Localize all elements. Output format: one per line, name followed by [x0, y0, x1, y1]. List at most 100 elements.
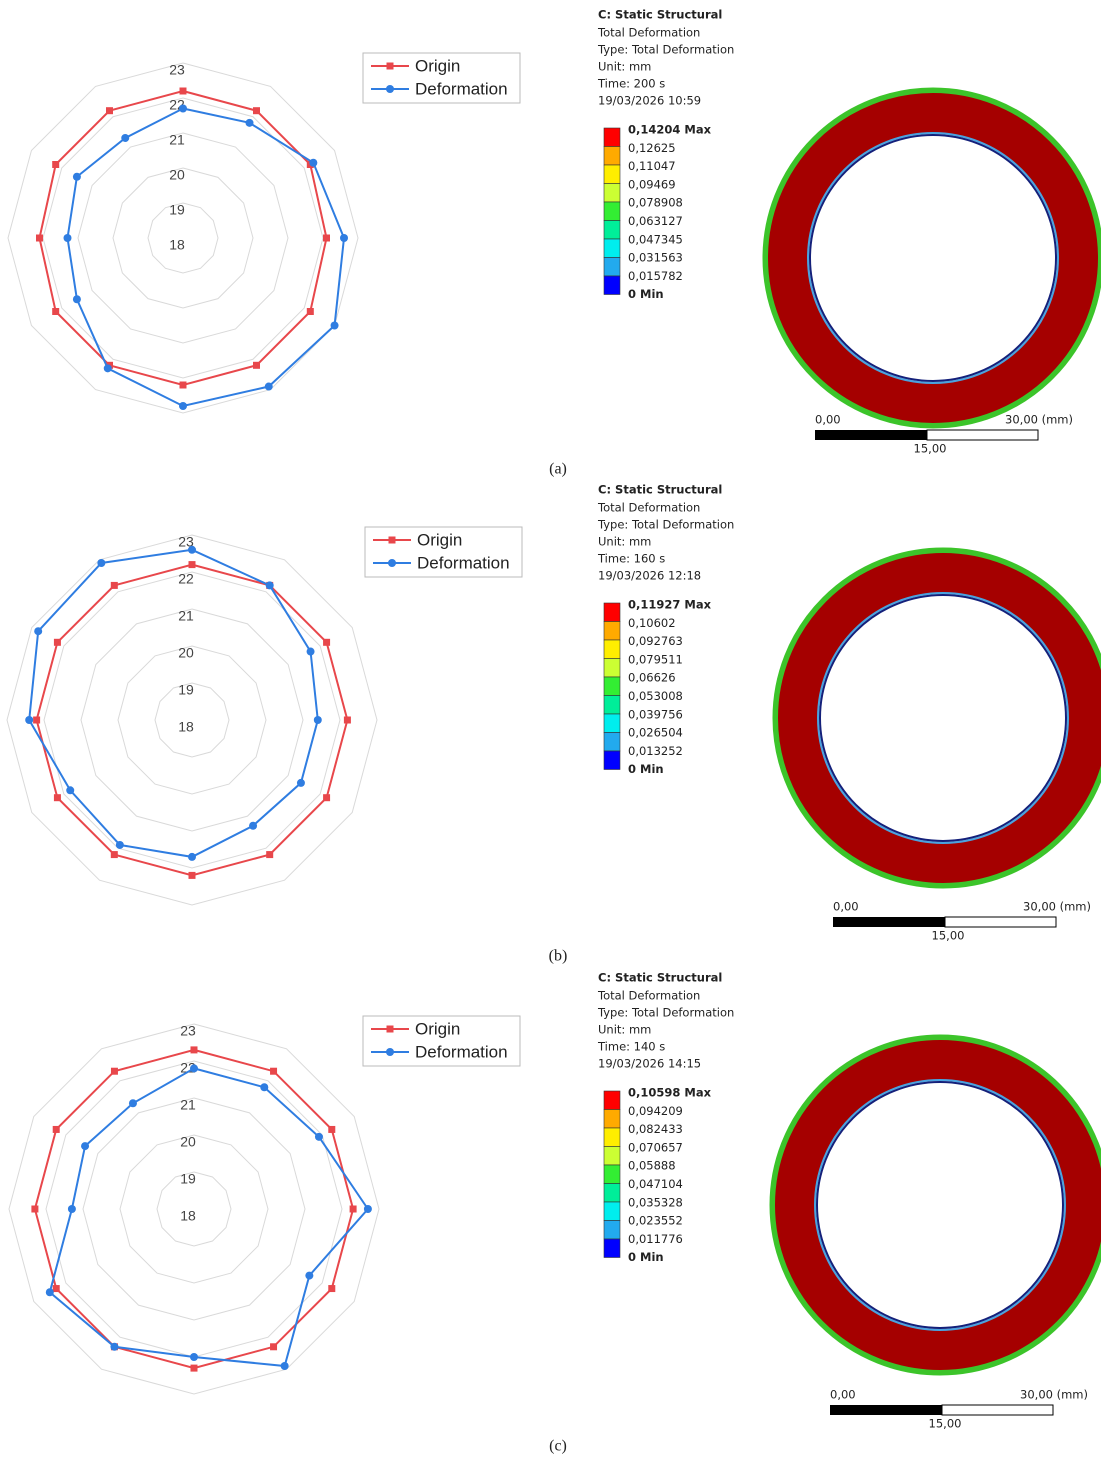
marker: [73, 295, 81, 303]
marker: [340, 234, 348, 242]
marker: [305, 1272, 313, 1280]
r-tick-label: 23: [180, 1023, 196, 1039]
marker: [180, 382, 187, 389]
marker: [328, 1285, 335, 1292]
color-label: 0,092763: [628, 634, 683, 648]
marker: [266, 851, 273, 858]
marker: [253, 362, 260, 369]
legend-label: Origin: [415, 1019, 460, 1038]
result-line: Unit: mm: [598, 535, 651, 549]
caption: (c): [549, 1438, 567, 1455]
legend-label: Deformation: [415, 79, 508, 98]
legend-label: Origin: [417, 530, 462, 549]
marker: [270, 1343, 277, 1350]
r-tick-label: 18: [178, 719, 194, 735]
marker: [46, 1288, 54, 1296]
marker: [52, 161, 59, 168]
color-band: [604, 1110, 620, 1129]
ring-inner: [817, 1082, 1063, 1328]
color-band: [604, 239, 620, 258]
color-band: [604, 696, 620, 715]
r-tick-label: 21: [169, 132, 185, 148]
marker: [111, 582, 118, 589]
result-line: Total Deformation: [597, 26, 700, 40]
color-label: 0,047345: [628, 232, 683, 246]
marker: [350, 1206, 357, 1213]
result-title: C: Static Structural: [598, 8, 722, 22]
legend-label: Origin: [415, 56, 460, 75]
caption: (b): [549, 948, 568, 965]
r-tick-label: 19: [178, 682, 194, 698]
marker: [66, 786, 74, 794]
color-band: [604, 640, 620, 659]
scale-mid: 15,00: [914, 442, 947, 456]
series-line: [29, 550, 318, 857]
r-tick-label: 19: [169, 202, 185, 218]
result-title: C: Static Structural: [598, 971, 722, 985]
marker: [33, 717, 40, 724]
color-band: [604, 622, 620, 641]
r-tick-label: 21: [178, 608, 194, 624]
r-tick-label: 19: [180, 1171, 196, 1187]
marker: [53, 1126, 60, 1133]
marker: [265, 383, 273, 391]
marker: [270, 1068, 277, 1075]
color-label: 0 Min: [628, 762, 664, 776]
color-label: 0,05888: [628, 1159, 676, 1173]
scale-white: [942, 1405, 1053, 1415]
color-label: 0,070657: [628, 1140, 683, 1154]
marker: [110, 1343, 118, 1351]
figure: 181920212223OriginDeformationC: Static S…: [0, 0, 1101, 1457]
color-label: 0,013252: [628, 744, 683, 758]
marker: [111, 1068, 118, 1075]
color-band: [604, 202, 620, 221]
color-band: [604, 128, 620, 147]
series-line: [68, 109, 345, 407]
marker: [64, 234, 72, 242]
marker: [314, 716, 322, 724]
result-line: 19/03/2026 10:59: [598, 94, 701, 108]
color-band: [604, 184, 620, 203]
marker: [116, 841, 124, 849]
marker: [249, 822, 257, 830]
result-line: Time: 160 s: [597, 552, 665, 566]
marker: [246, 119, 254, 127]
color-band: [604, 1202, 620, 1221]
result-line: 19/03/2026 12:18: [598, 569, 701, 583]
scale-start: 0,00: [833, 900, 859, 914]
color-label: 0,09469: [628, 177, 676, 191]
color-label: 0,035328: [628, 1195, 683, 1209]
scale-end: 30,00 (mm): [1005, 413, 1073, 427]
scale-end: 30,00 (mm): [1020, 1388, 1088, 1402]
legend-marker: [386, 85, 394, 93]
color-label: 0,082433: [628, 1122, 683, 1136]
color-label: 0,063127: [628, 214, 683, 228]
ring-inner: [810, 135, 1056, 381]
color-label: 0,047104: [628, 1177, 683, 1191]
result-line: Unit: mm: [598, 60, 651, 74]
legend-label: Deformation: [415, 1042, 508, 1061]
color-label: 0,10602: [628, 616, 676, 630]
legend-marker: [387, 63, 394, 70]
legend-marker: [388, 559, 396, 567]
scale-mid: 15,00: [929, 1417, 962, 1431]
r-tick-label: 22: [178, 571, 194, 587]
color-label: 0,039756: [628, 707, 683, 721]
color-band: [604, 1239, 620, 1258]
color-band: [604, 1184, 620, 1203]
ring-inner: [820, 595, 1066, 841]
result-line: Time: 200 s: [597, 77, 665, 91]
marker: [53, 1285, 60, 1292]
marker: [364, 1205, 372, 1213]
marker: [190, 1064, 198, 1072]
r-tick-label: 21: [180, 1097, 196, 1113]
r-tick-label: 18: [169, 237, 185, 253]
color-label: 0,14204 Max: [628, 123, 712, 137]
marker: [36, 235, 43, 242]
color-band: [604, 1165, 620, 1184]
marker: [297, 779, 305, 787]
color-band: [604, 603, 620, 622]
scale-black: [815, 430, 927, 440]
marker: [188, 546, 196, 554]
color-label: 0 Min: [628, 287, 664, 301]
